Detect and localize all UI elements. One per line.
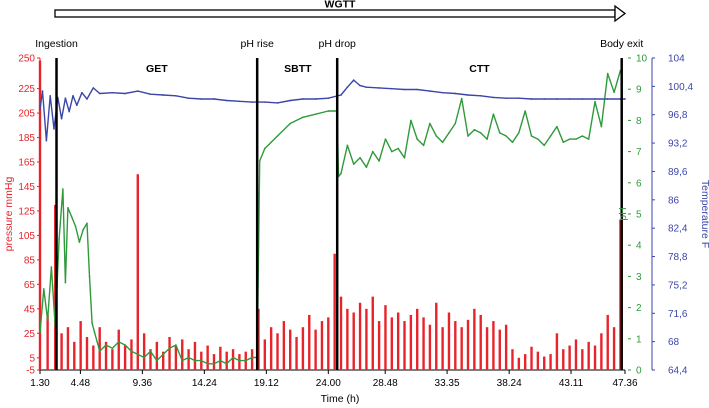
temperature-tick-label: 100,4 [668, 82, 693, 93]
pressure-tick-label: 5 [29, 353, 35, 364]
x-tick-label: 1.30 [30, 378, 50, 389]
temperature-series-line [39, 79, 625, 142]
ph-tick-label: 9 [636, 85, 642, 96]
pressure-tick-label: 185 [18, 133, 35, 144]
temperature-tick-label: 78,8 [668, 252, 688, 263]
ph-tick-label: 3 [636, 272, 642, 283]
temperature-tick-label: 68 [668, 337, 680, 348]
temperature-tick-label: 96,8 [668, 110, 688, 121]
x-tick-label: 28.48 [373, 378, 398, 389]
x-tick-label: 33.35 [435, 378, 460, 389]
ph-series [39, 69, 622, 365]
x-tick-label: 24.00 [316, 378, 341, 389]
ph-tick-label: 6 [636, 178, 642, 189]
event-label: pH drop [319, 38, 357, 50]
pressure-tick-label: 105 [18, 231, 35, 242]
temperature-axis-ticks: 64,4 68 71,6 75,2 78,8 82,4 86 89,6 93,2 96,8 100,… [652, 54, 693, 377]
temperature-tick-label: 89,6 [668, 167, 688, 178]
pressure-series [38, 60, 622, 370]
pressure-axis-label: pressure mmHg [3, 176, 15, 251]
x-axis-label: Time (h) [321, 393, 360, 405]
pressure-tick-label: 205 [18, 109, 35, 120]
ph-axis-label: pH [617, 207, 629, 220]
pressure-tick-label: 85 [24, 255, 36, 266]
temperature-tick-label: 82,4 [668, 224, 688, 235]
ph-axis-ticks: 0 1 2 3 4 5 6 7 8 9 10 [628, 54, 648, 377]
ph-tick-label: 7 [636, 147, 642, 158]
temperature-tick-label: 93,2 [668, 139, 688, 150]
event-markers: Ingestion pH rise pH drop Body exit [35, 38, 643, 370]
pressure-tick-label: 125 [18, 206, 35, 217]
event-label: pH rise [241, 38, 274, 50]
temperature-tick-label: 64,4 [668, 366, 688, 377]
segment-label: GET [146, 63, 168, 75]
ph-tick-label: 8 [636, 116, 642, 127]
pressure-axis-ticks: -5 5 25 45 65 85 105 125 145 165 185 205 225 250 [18, 54, 40, 377]
temperature-series [39, 79, 626, 142]
temperature-tick-label: 86 [668, 195, 680, 206]
ph-tick-label: 0 [636, 366, 642, 377]
event-label: Ingestion [35, 38, 78, 50]
x-tick-label: 4.48 [71, 378, 91, 389]
x-tick-label: 9.36 [133, 378, 153, 389]
pressure-tick-label: 45 [24, 304, 36, 315]
x-tick-label: 14.24 [192, 378, 217, 389]
x-tick-label: 38.24 [497, 378, 522, 389]
x-tick-label: 43.11 [559, 378, 584, 389]
wgtt-arrow: WGTT [54, 0, 627, 23]
chart-title: WGTT [325, 0, 356, 11]
pressure-tick-label: 145 [18, 182, 35, 193]
temperature-tick-label: 104 [668, 54, 685, 65]
segment-label: SBTT [284, 63, 312, 75]
pressure-tick-label: 25 [24, 329, 36, 340]
pressure-tick-label: -5 [26, 366, 35, 377]
segment-labels: GET SBTT CTT [146, 63, 490, 75]
segment-label: CTT [469, 63, 490, 75]
pressure-tick-label: 250 [18, 54, 35, 65]
x-tick-label: 19.12 [254, 378, 279, 389]
temperature-tick-label: 75,2 [668, 280, 688, 291]
pressure-tick-label: 225 [18, 84, 35, 95]
ph-tick-label: 10 [636, 54, 648, 65]
ph-tick-label: 1 [636, 334, 642, 345]
ph-series-line [39, 70, 622, 365]
pressure-tick-label: 65 [24, 280, 36, 291]
event-label: Body exit [600, 38, 643, 50]
temperature-tick-label: 71,6 [668, 309, 688, 320]
ph-tick-label: 4 [636, 241, 642, 252]
ph-tick-label: 2 [636, 303, 642, 314]
x-axis-ticks: 1.30 4.48 9.36 14.24 19.12 24.00 28.48 33.35 38.… [30, 370, 638, 389]
temperature-axis-label: Temperature F [699, 180, 709, 248]
x-tick-label: 47.36 [612, 378, 637, 389]
pressure-tick-label: 165 [18, 158, 35, 169]
ph-tick-label: 5 [636, 210, 642, 221]
